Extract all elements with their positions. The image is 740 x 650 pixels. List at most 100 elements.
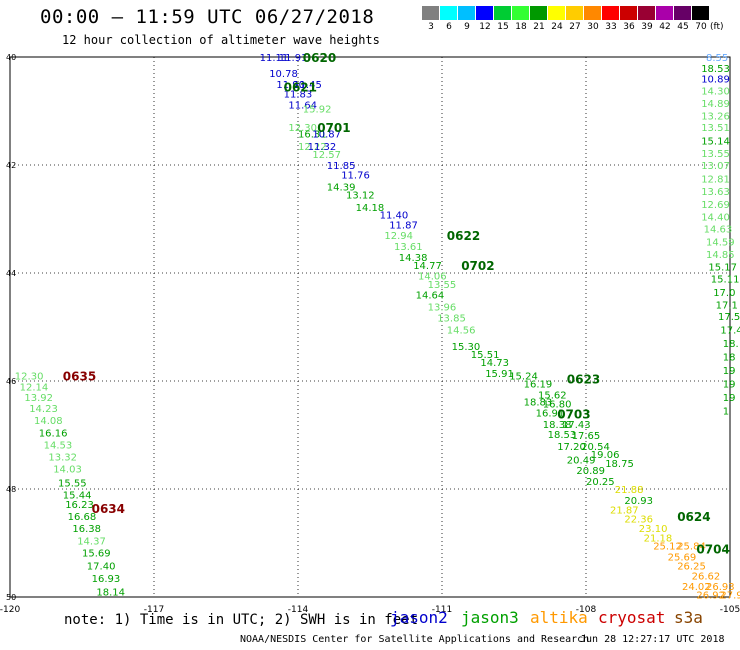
wave-height-value: 18.75	[605, 459, 634, 470]
wave-height-value: 11.87	[389, 220, 418, 231]
time-label: 0621	[284, 81, 317, 95]
wave-height-value: 14.64	[416, 291, 445, 302]
wave-height-value: 14.89	[701, 99, 730, 110]
time-label: 0623	[567, 372, 600, 386]
wave-height-value: 18.53	[701, 64, 730, 75]
legend-swatch	[494, 6, 512, 20]
wave-height-value: 18.14	[96, 588, 125, 599]
wave-height-value: 19	[723, 366, 736, 377]
wave-height-value: 16.23	[65, 500, 94, 511]
wave-height-value: 13.51	[701, 123, 730, 134]
wave-height-value: 12.30	[15, 372, 44, 383]
satellite-jason3: jason3	[461, 608, 519, 627]
legend-swatch	[674, 6, 692, 20]
wave-height-value: 17.0	[713, 288, 735, 299]
page-title: 00:00 – 11:59 UTC 06/27/2018	[40, 6, 375, 28]
lat-tick-label: 44	[6, 269, 16, 278]
wave-height-value: 16.38	[72, 524, 101, 535]
wave-height-value: 1	[723, 407, 729, 418]
wave-height-value: 16.68	[68, 512, 97, 523]
wave-height-value: 17.65	[572, 431, 601, 442]
legend-swatch	[566, 6, 584, 20]
wave-height-value: 25.12	[653, 542, 682, 553]
satellite-jason2: jason2	[390, 608, 448, 627]
legend-label: 33	[605, 22, 617, 32]
footer-timestamp: Jun 28 12:27:17 UTC 2018	[580, 634, 725, 645]
legend-swatch	[620, 6, 638, 20]
wave-height-value: 13.96	[428, 302, 457, 313]
wave-height-value: 16.19	[524, 380, 553, 391]
wave-height-value: 25.69	[668, 553, 697, 564]
wave-height-value: 10.89	[701, 75, 730, 86]
wave-height-value: 12.14	[20, 382, 49, 393]
legend-label: 9	[464, 22, 470, 32]
time-label: 0622	[447, 229, 480, 243]
wave-height-value: 22.36	[624, 515, 653, 526]
wave-height-value: 26.25	[677, 562, 706, 573]
legend-swatch	[584, 6, 602, 20]
legend-swatch	[602, 6, 620, 20]
units-note: note: 1) Time is in UTC; 2) SWH is in fe…	[64, 612, 419, 628]
wave-height-value: 16.91	[536, 408, 565, 419]
wave-height-value: 12.81	[701, 175, 730, 186]
wave-height-value: 13.07	[701, 161, 730, 172]
wave-height-value: 14.38	[399, 253, 428, 264]
wave-height-value: 20.25	[586, 477, 615, 488]
wave-height-value: 13.92	[24, 393, 53, 404]
wave-height-value: 19	[723, 393, 736, 404]
wave-height-value: 15.44	[63, 490, 92, 501]
wave-height-value: 14.73	[480, 358, 509, 369]
legend-label: 36	[623, 22, 635, 32]
wave-height-value: 21.18	[644, 534, 673, 545]
map-frame	[9, 56, 731, 598]
time-label: 0702	[461, 259, 494, 273]
wave-height-value: 8.55	[706, 53, 728, 64]
lat-tick-label: 42	[6, 161, 16, 170]
legend-label: 30	[587, 22, 599, 32]
wave-height-value: 20.49	[567, 455, 596, 466]
wave-height-value: 18	[723, 353, 736, 364]
legend-swatch	[638, 6, 656, 20]
wave-height-value: 15.62	[538, 391, 567, 402]
wave-height-value: 11.45	[293, 80, 322, 91]
legend-label: 6	[446, 22, 452, 32]
wave-height-value: 10.78	[269, 69, 298, 80]
lon-tick-label: -120	[0, 605, 20, 615]
wave-height-value: 14.59	[706, 238, 735, 249]
wave-height-value: 11.76	[341, 171, 370, 182]
wave-height-value: 12.57	[312, 150, 341, 161]
wave-height-value: 11.64	[288, 101, 317, 112]
wave-height-value: 16.31	[298, 130, 327, 141]
wave-height-value: 26.62	[692, 571, 721, 582]
wave-height-value: 26.93	[706, 582, 735, 593]
wave-height-value: 19	[723, 380, 736, 391]
color-legend-labels: 3 6 9 12 15 18 21 24 27 30 33 36 39 42 45 70 (ft)	[422, 22, 730, 32]
legend-unit: (ft)	[710, 22, 724, 32]
legend-swatch	[440, 6, 458, 20]
legend-swatch	[422, 6, 440, 20]
wave-height-value: 13.26	[701, 111, 730, 122]
wave-height-value: 15.92	[303, 104, 332, 115]
wave-height-value: 16.93	[92, 574, 121, 585]
wave-height-value: 11.83	[284, 90, 313, 101]
wave-height-value: 18.38	[543, 420, 572, 431]
wave-height-value: 25.84	[677, 542, 706, 553]
legend-swatch	[512, 6, 530, 20]
wave-height-value: 23.10	[639, 524, 668, 535]
wave-height-value: 16.16	[39, 428, 68, 439]
wave-height-value: 14.53	[44, 441, 73, 452]
lon-tick-label: -105	[720, 605, 740, 615]
wave-height-value: 19.06	[591, 450, 620, 461]
legend-label: 12	[479, 22, 491, 32]
wave-height-value: 26.92	[696, 590, 725, 601]
wave-height-value: 11.90	[276, 80, 305, 91]
wave-height-value: 11.32	[308, 142, 337, 153]
wave-height-value: 13.55	[701, 149, 730, 160]
wave-height-value: 18.53	[548, 430, 577, 441]
wave-height-value: 13.32	[48, 453, 77, 464]
lon-tick-label: -117	[144, 605, 164, 615]
wave-height-value: 17.5	[718, 312, 740, 323]
time-label: 0704	[696, 542, 729, 556]
legend-label: 42	[659, 22, 671, 32]
